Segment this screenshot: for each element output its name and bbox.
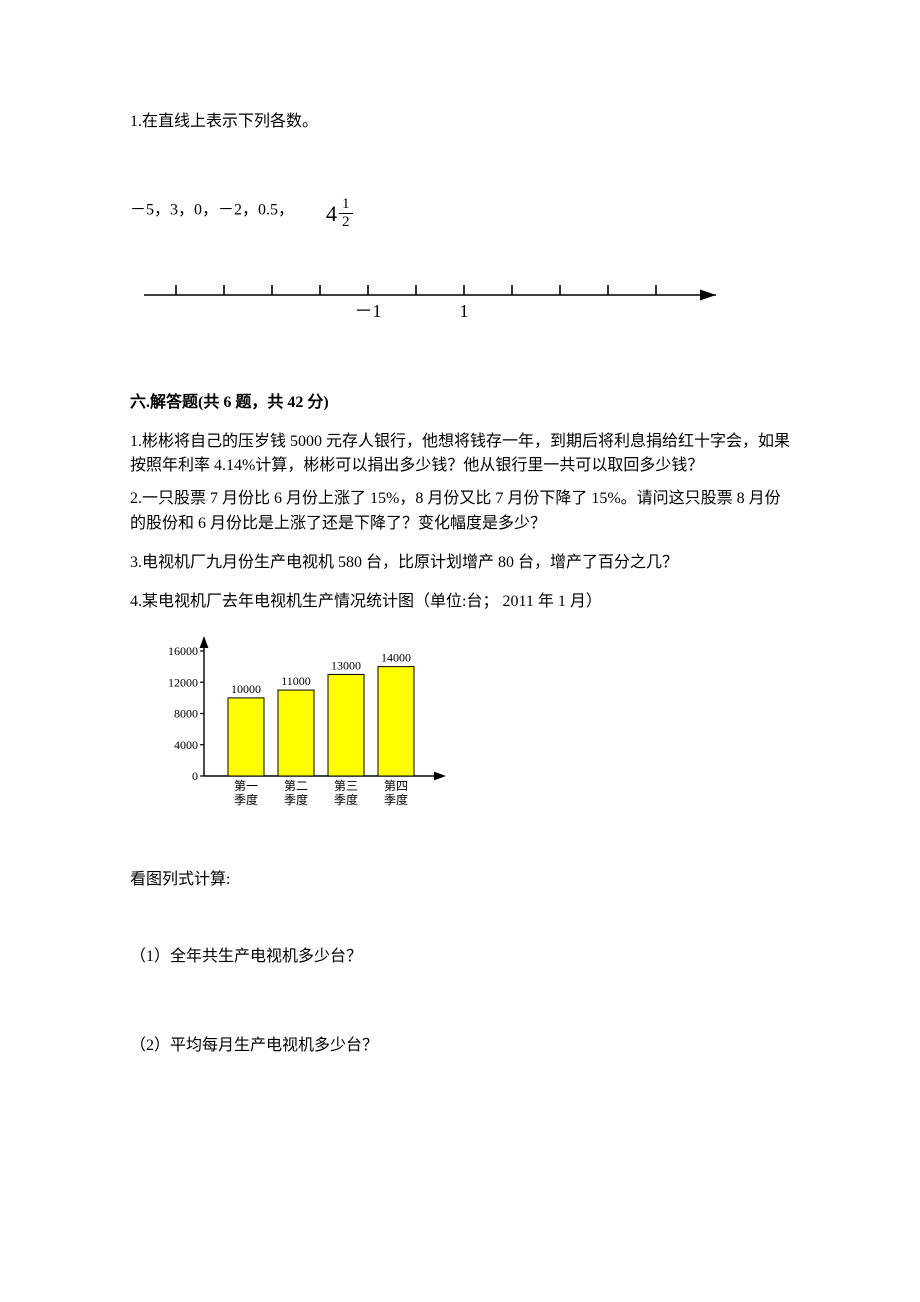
number-line: －1 1: [136, 277, 736, 333]
bar-chart-container: 040008000120001600010000第一季度11000第二季度130…: [130, 628, 790, 828]
svg-text:8000: 8000: [174, 707, 198, 721]
svg-text:季度: 季度: [334, 792, 358, 807]
mixed-fraction-num: 1: [339, 197, 353, 214]
svg-text:11000: 11000: [281, 674, 311, 688]
number-line-container: －1 1: [130, 277, 790, 333]
s6-q3: 3.电视机厂九月份生产电视机 580 台，比原计划增产 80 台，增产了百分之几…: [130, 551, 790, 576]
q1-prompt: 1.在直线上表示下列各数。: [130, 110, 790, 135]
svg-text:10000: 10000: [231, 682, 261, 696]
q1-values: －5，3，0，－2，0.5， 412: [130, 193, 790, 229]
section-6-heading: 六.解答题(共 6 题，共 42 分): [130, 391, 790, 416]
svg-text:4000: 4000: [174, 738, 198, 752]
mixed-fraction: 412: [326, 195, 353, 231]
s6-q4-intro: 4.某电视机厂去年电视机生产情况统计图（单位:台； 2011 年 1 月）: [130, 590, 790, 615]
svg-text:第一: 第一: [234, 779, 258, 793]
svg-text:14000: 14000: [381, 651, 411, 665]
s6-q2: 2.一只股票 7 月份比 6 月份上涨了 15%，8 月份又比 7 月份下降了 …: [130, 487, 790, 537]
svg-text:13000: 13000: [331, 659, 361, 673]
svg-text:季度: 季度: [284, 792, 308, 807]
svg-text:季度: 季度: [384, 792, 408, 807]
s6-q4-after: 看图列式计算:: [130, 868, 790, 893]
svg-text:16000: 16000: [168, 644, 198, 658]
svg-text:0: 0: [192, 769, 198, 783]
q1-values-text: －5，3，0，－2，0.5，: [130, 201, 294, 218]
s6-q1: 1.彬彬将自己的压岁钱 5000 元存人银行，他想将钱存一年，到期后将利息捐给红…: [130, 430, 790, 480]
svg-text:季度: 季度: [234, 792, 258, 807]
svg-text:12000: 12000: [168, 676, 198, 690]
s6-q4-sub1: （1）全年共生产电视机多少台？: [130, 945, 790, 970]
mixed-fraction-den: 2: [339, 214, 353, 230]
s6-q4-sub2: （2）平均每月生产电视机多少台？: [130, 1034, 790, 1059]
svg-text:第三: 第三: [334, 779, 358, 793]
mixed-fraction-frac: 12: [339, 197, 353, 230]
mixed-fraction-whole: 4: [326, 197, 337, 231]
svg-text:1: 1: [460, 301, 469, 321]
bar-chart: 040008000120001600010000第一季度11000第二季度130…: [154, 628, 454, 828]
svg-text:－1: －1: [355, 301, 382, 321]
svg-text:第四: 第四: [384, 779, 408, 793]
svg-text:第二: 第二: [284, 779, 308, 793]
